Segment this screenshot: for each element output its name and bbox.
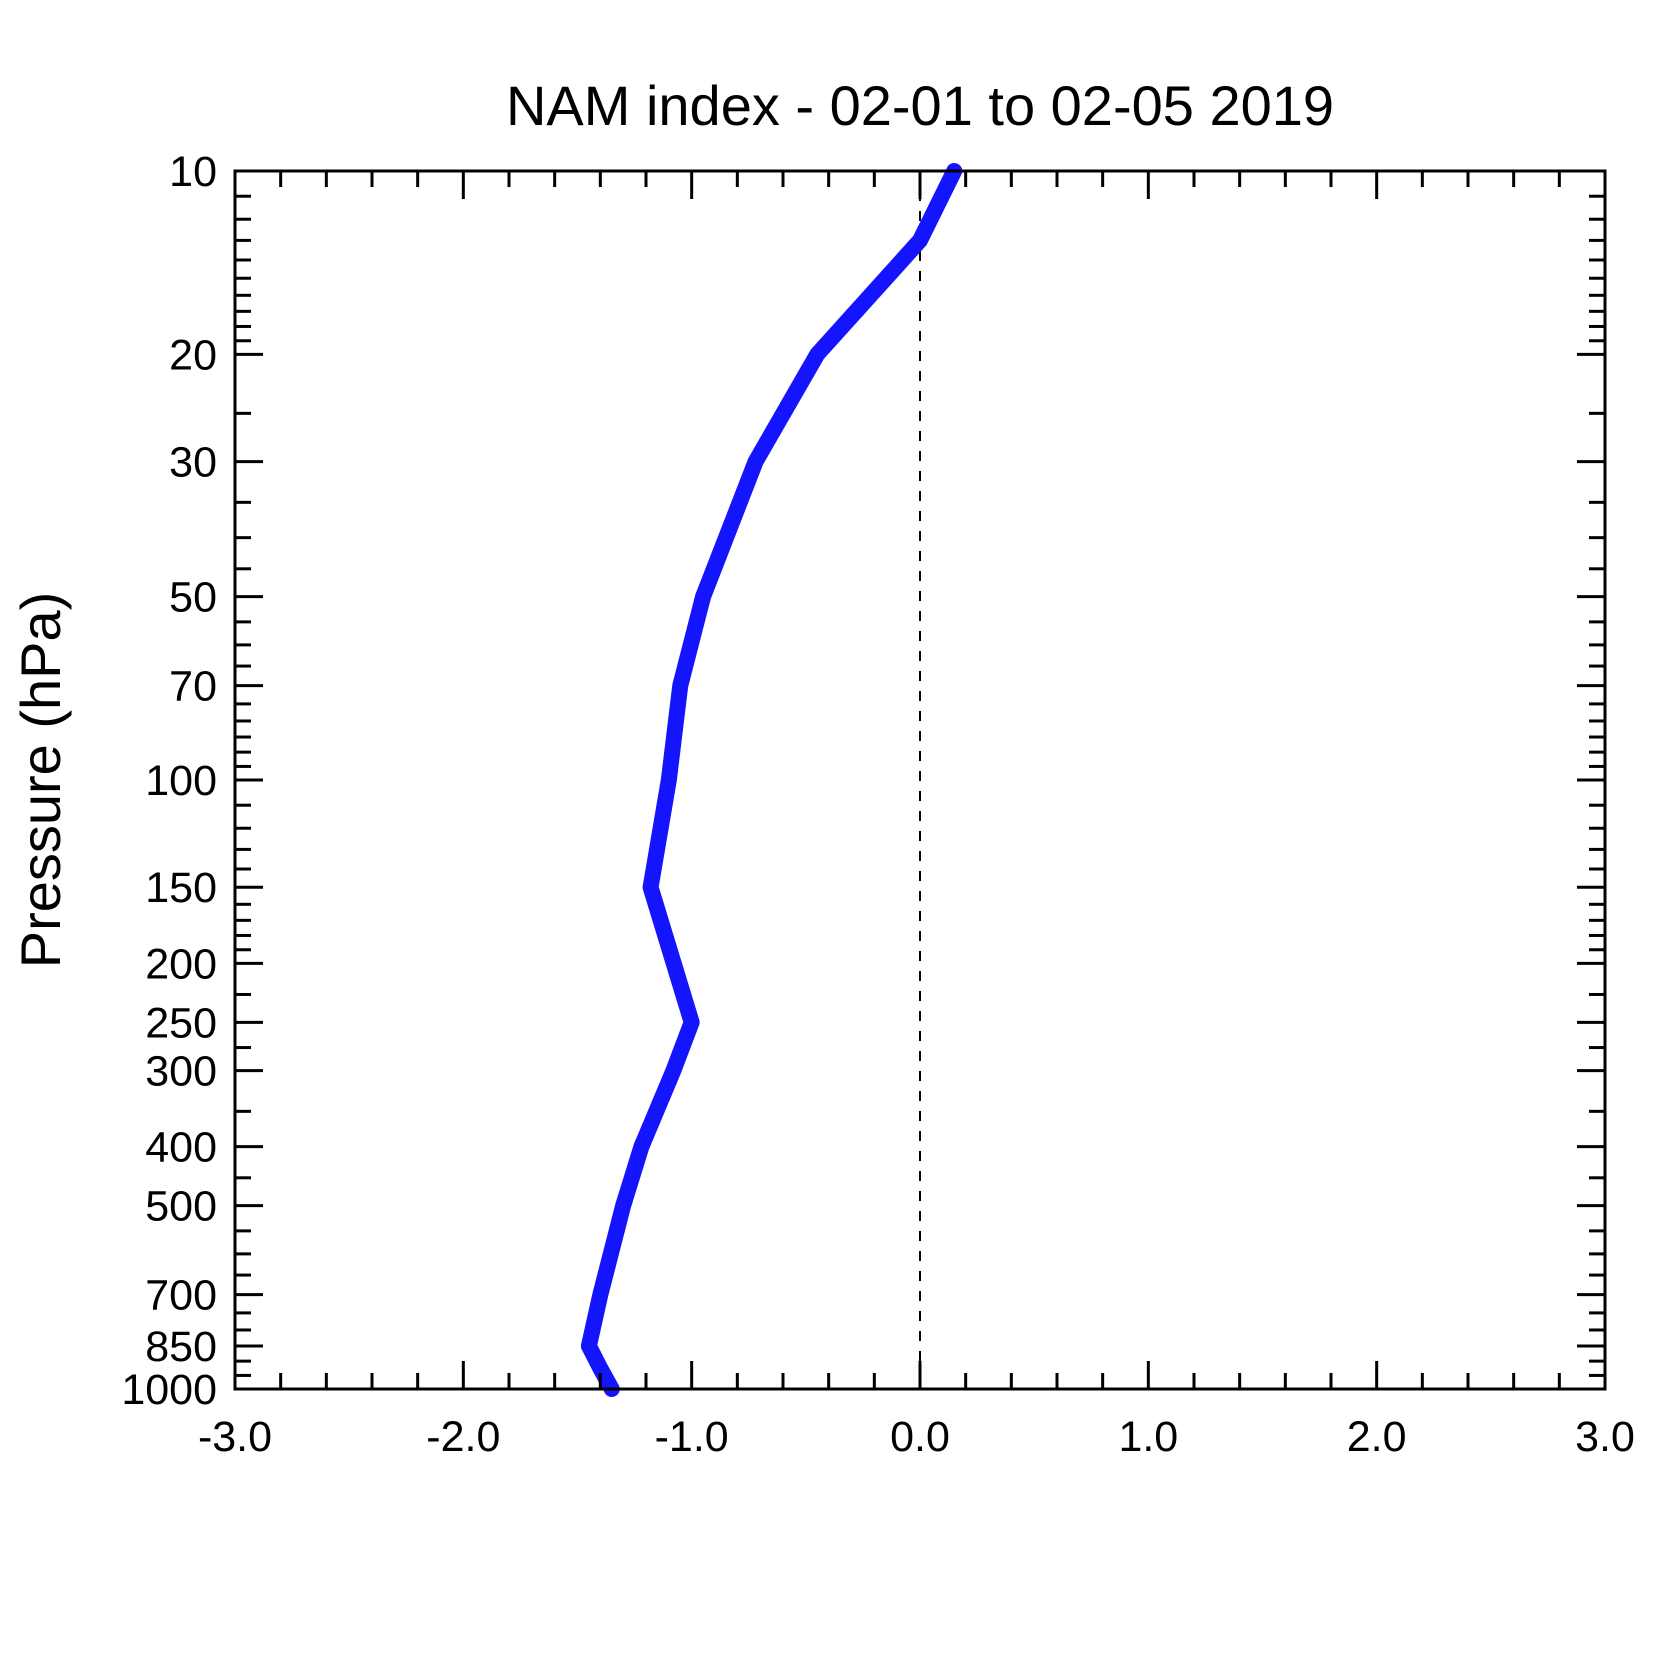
nam-index-chart: -3.0 -2.0 -1.0 0.0 1.0 2.0 3.0 10 20 30 50 70 100 150… (0, 0, 1658, 1658)
x-tick-label: 2.0 (1347, 1413, 1407, 1461)
x-tick-label: 1.0 (1118, 1413, 1178, 1461)
x-tick-label: -3.0 (198, 1413, 272, 1461)
y-tick-label: 10 (169, 148, 217, 196)
y-tick-label: 300 (145, 1048, 217, 1096)
y-tick-label: 200 (145, 940, 217, 988)
y-tick-label: 150 (145, 864, 217, 912)
y-tick-label: 50 (169, 574, 217, 622)
chart-title: NAM index - 02-01 to 02-05 2019 (506, 74, 1334, 137)
y-tick-label: 700 (145, 1272, 217, 1320)
y-axis-label: Pressure (hPa) (9, 592, 72, 969)
y-tick-label: 100 (145, 757, 217, 805)
y-tick-label: 70 (169, 663, 217, 711)
y-tick-label: 400 (145, 1124, 217, 1172)
y-tick-label: 20 (169, 331, 217, 379)
y-tick-label: 30 (169, 439, 217, 487)
x-tick-label: 3.0 (1575, 1413, 1635, 1461)
chart-container: -3.0 -2.0 -1.0 0.0 1.0 2.0 3.0 10 20 30 50 70 100 150… (0, 0, 1658, 1658)
x-tick-label: 0.0 (890, 1413, 950, 1461)
y-tick-label: 500 (145, 1183, 217, 1231)
y-tick-label: 850 (145, 1323, 217, 1371)
x-tick-label: -1.0 (655, 1413, 729, 1461)
x-tick-label: -2.0 (426, 1413, 500, 1461)
y-tick-label: 250 (145, 999, 217, 1047)
y-tick-label: 1000 (121, 1366, 217, 1414)
